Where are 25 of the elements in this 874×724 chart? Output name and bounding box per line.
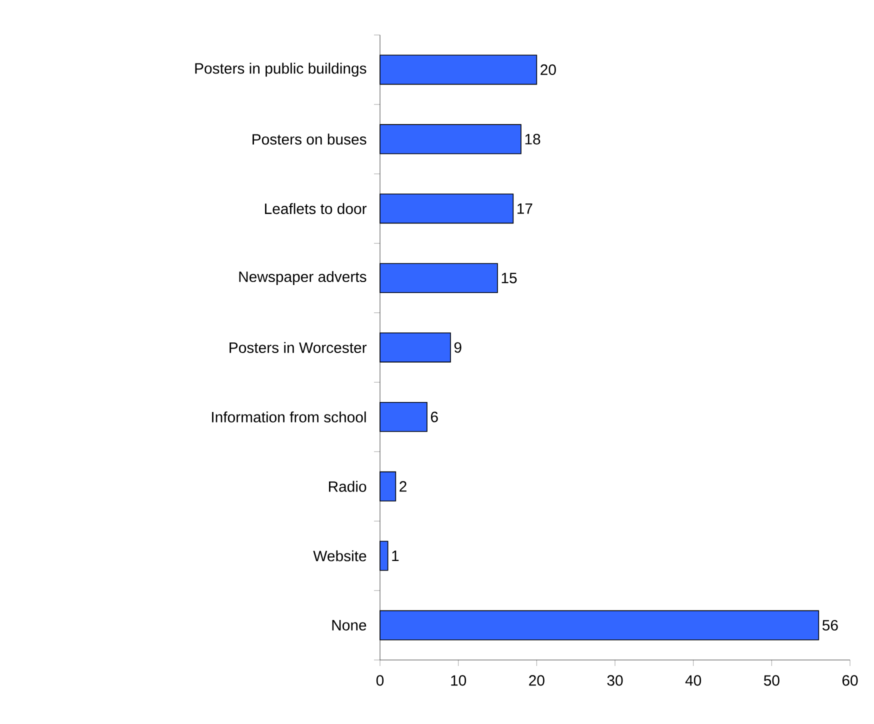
y-tick-label: Information from school: [212, 411, 366, 422]
x-tick-label: 0: [376, 675, 384, 686]
x-tick-label: 10: [451, 675, 466, 686]
data-label: 56: [822, 620, 838, 631]
data-label: 15: [502, 272, 517, 284]
data-label: 6: [430, 412, 438, 422]
data-label: 18: [525, 134, 540, 144]
data-label: 9: [454, 342, 462, 353]
data-label: 1: [392, 550, 399, 561]
x-tick-label: 20: [529, 675, 544, 686]
x-tick-label: 60: [842, 675, 858, 686]
x-tick-label: 50: [764, 675, 780, 686]
y-tick-label: None: [332, 620, 366, 630]
y-tick-label: Leaflets to door: [265, 203, 367, 214]
y-tick-label: Website: [313, 550, 366, 562]
y-tick-label: Posters on buses: [252, 134, 366, 145]
y-tick-label: Posters in public buildings: [195, 62, 366, 77]
x-tick-label: 30: [607, 675, 623, 686]
y-tick-label: Radio: [329, 480, 366, 492]
data-label: 2: [400, 481, 406, 492]
data-label: 17: [518, 203, 532, 214]
data-label: 20: [540, 64, 556, 76]
y-tick-label: Newspaper adverts: [239, 271, 366, 286]
x-tick-label: 40: [685, 675, 702, 686]
y-tick-label: Posters in Worcester: [230, 342, 367, 353]
